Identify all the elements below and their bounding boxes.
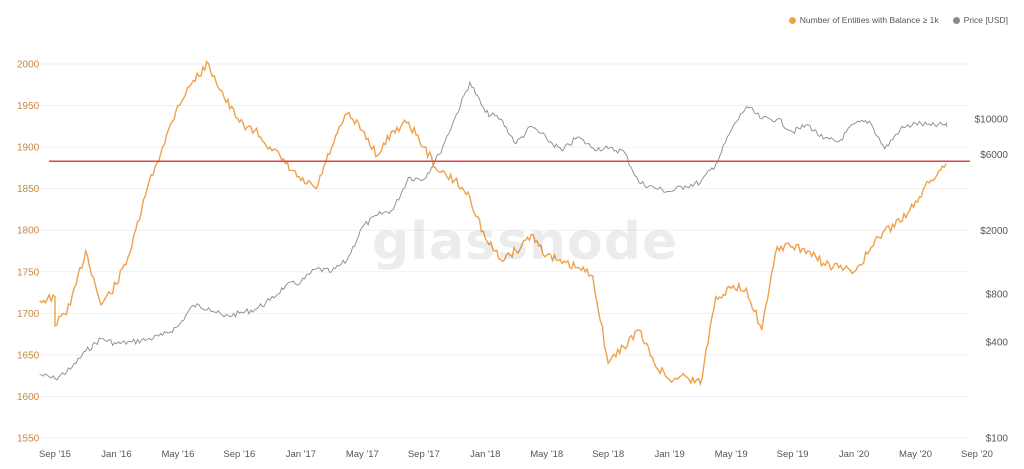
- x-tick-label: Jan '20: [839, 449, 869, 460]
- x-tick-label: May '17: [346, 449, 379, 460]
- y-right-tick-label: $6000: [980, 150, 1008, 161]
- y-left-tick-label: 1700: [17, 309, 40, 320]
- legend-entities-label: Number of Entities with Balance ≥ 1k: [799, 15, 939, 25]
- x-tick-label: May '19: [715, 449, 748, 460]
- y-left-axis: 1550 1600 1650 1700 1750 1800 1850 1900 1950 2000: [17, 60, 40, 445]
- legend: Number of Entities with Balance ≥ 1k Pri…: [788, 15, 1008, 25]
- y-left-tick-label: 1850: [17, 184, 40, 195]
- y-left-tick-label: 1550: [17, 434, 40, 445]
- y-left-tick-label: 1650: [17, 350, 40, 361]
- watermark-logo: glassnode: [372, 212, 679, 272]
- y-left-tick-label: 1800: [17, 226, 40, 237]
- x-tick-label: Sep '19: [777, 449, 809, 460]
- legend-item-price[interactable]: Price [USD]: [952, 15, 1008, 25]
- price-dot-icon: [952, 16, 960, 24]
- x-tick-label: May '18: [530, 449, 563, 460]
- x-tick-label: May '16: [161, 449, 194, 460]
- grid: [20, 63, 968, 439]
- x-tick-label: Sep '18: [592, 449, 624, 460]
- entities-dot-icon: [788, 16, 796, 24]
- series-layer: [39, 60, 947, 387]
- x-tick-label: Sep '15: [39, 449, 71, 460]
- x-tick-label: Jan '17: [286, 449, 316, 460]
- x-tick-label: Sep '17: [408, 449, 440, 460]
- x-tick-label: Jan '16: [101, 449, 131, 460]
- series-line-price: [39, 80, 947, 381]
- x-tick-label: May '20: [899, 449, 932, 460]
- y-right-tick-label: $2000: [980, 226, 1008, 237]
- y-left-tick-label: 1750: [17, 267, 40, 278]
- x-tick-label: Sep '20: [961, 449, 993, 460]
- y-right-tick-label: $800: [986, 289, 1009, 300]
- y-right-tick-label: $400: [986, 337, 1009, 348]
- x-tick-label: Jan '18: [470, 449, 500, 460]
- y-left-tick-label: 1900: [17, 143, 40, 154]
- y-left-tick-label: 1600: [17, 392, 40, 403]
- x-tick-label: Jan '19: [654, 449, 684, 460]
- series-line-entities: [39, 60, 947, 387]
- y-right-tick-label: $10000: [975, 115, 1009, 126]
- y-right-axis: $100 $400 $800 $2000 $6000 $10000: [975, 115, 1009, 445]
- y-right-tick-label: $100: [986, 434, 1009, 445]
- legend-item-entities[interactable]: Number of Entities with Balance ≥ 1k: [788, 15, 939, 25]
- y-left-tick-label: 2000: [17, 60, 40, 71]
- x-tick-label: Sep '16: [223, 449, 255, 460]
- legend-price-label: Price [USD]: [963, 15, 1008, 25]
- y-left-tick-label: 1950: [17, 101, 40, 112]
- x-axis: Sep '15 Jan '16 May '16 Sep '16 Jan '17 May '…: [39, 449, 993, 460]
